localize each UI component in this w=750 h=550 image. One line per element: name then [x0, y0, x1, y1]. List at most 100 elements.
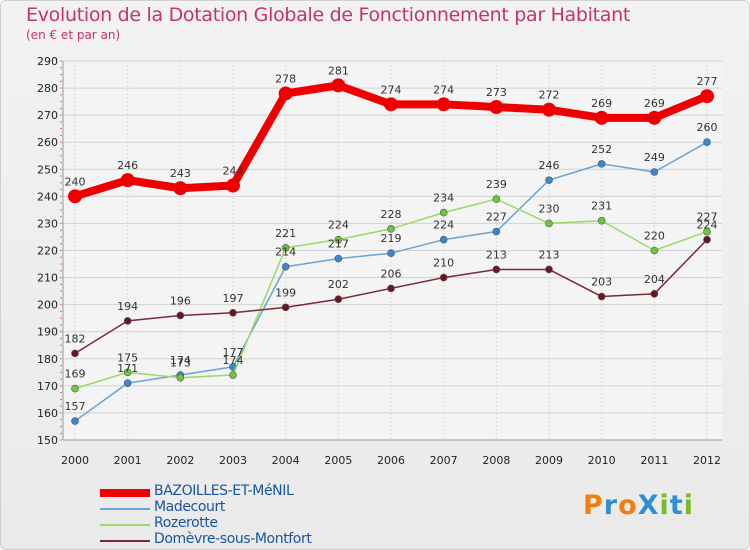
- y-tick-label: 220: [37, 245, 58, 258]
- x-tick-label: 2003: [219, 454, 247, 467]
- data-label: 224: [328, 219, 349, 232]
- data-point: [703, 235, 711, 244]
- data-point: [436, 97, 451, 112]
- data-point: [176, 311, 185, 320]
- logo-letter: P: [583, 490, 604, 521]
- y-tick-label: 230: [37, 217, 58, 230]
- data-point: [123, 379, 132, 387]
- x-tick-label: 2010: [588, 454, 616, 467]
- logo-letter: X: [637, 490, 660, 521]
- data-point: [650, 168, 659, 176]
- data-label: 243: [170, 167, 191, 180]
- y-tick-label: 150: [37, 434, 58, 447]
- proxiti-logo: ProXiti: [583, 490, 694, 521]
- data-label: 230: [539, 202, 560, 215]
- data-label: 224: [433, 219, 454, 232]
- legend-swatch: [100, 489, 150, 497]
- data-point: [703, 227, 711, 236]
- data-point: [492, 227, 501, 236]
- data-label: 249: [644, 151, 665, 164]
- data-point: [545, 176, 553, 184]
- logo-letter: i: [659, 490, 670, 521]
- data-label: 177: [223, 346, 244, 359]
- y-tick-label: 250: [37, 163, 58, 176]
- data-label: 213: [539, 248, 560, 261]
- legend-swatch: [100, 524, 150, 526]
- data-point: [489, 100, 504, 115]
- data-point: [281, 303, 290, 312]
- data-label: 227: [697, 211, 718, 224]
- data-point: [281, 243, 290, 252]
- data-point: [278, 86, 293, 101]
- data-point: [597, 292, 606, 301]
- data-label: 228: [381, 208, 402, 221]
- logo-letter: o: [618, 490, 638, 521]
- legend-label: Rozerotte: [154, 515, 218, 531]
- logo-letter: t: [669, 490, 684, 521]
- y-tick-label: 160: [37, 407, 58, 420]
- x-tick-label: 2004: [272, 454, 300, 467]
- data-label: 272: [539, 89, 560, 102]
- data-point: [650, 246, 659, 255]
- x-tick-label: 2000: [61, 454, 89, 467]
- x-tick-label: 2006: [377, 454, 405, 467]
- data-point: [492, 265, 501, 274]
- data-label: 277: [697, 75, 718, 88]
- x-tick-label: 2001: [114, 454, 142, 467]
- data-label: 252: [591, 143, 612, 156]
- legend-label: Madecourt: [154, 499, 225, 515]
- data-point: [439, 273, 448, 282]
- data-point: [334, 235, 343, 244]
- data-point: [71, 384, 79, 393]
- data-label: 246: [117, 159, 138, 172]
- data-point: [542, 102, 556, 117]
- data-label: 194: [117, 300, 138, 313]
- data-point: [594, 110, 609, 125]
- data-point: [700, 89, 714, 104]
- data-point: [384, 97, 398, 112]
- data-label: 219: [381, 232, 402, 245]
- data-label: 169: [65, 368, 86, 381]
- legend-label: BAZOILLES-ET-MéNIL: [154, 483, 294, 499]
- x-tick-label: 2009: [535, 454, 563, 467]
- data-point: [439, 235, 448, 244]
- data-point: [176, 373, 185, 382]
- y-tick-label: 280: [37, 82, 58, 95]
- data-label: 244: [223, 165, 244, 178]
- data-point: [229, 308, 237, 317]
- data-label: 274: [433, 83, 454, 96]
- legend-swatch: [100, 508, 150, 510]
- x-tick-label: 2002: [166, 454, 194, 467]
- data-point: [71, 417, 79, 425]
- x-tick-label: 2007: [430, 454, 458, 467]
- data-point: [647, 110, 662, 125]
- data-label: 174: [223, 354, 244, 367]
- data-point: [281, 262, 290, 271]
- data-label: 197: [223, 292, 244, 305]
- y-tick-label: 210: [37, 272, 58, 285]
- data-label: 269: [644, 97, 665, 110]
- data-point: [226, 178, 240, 193]
- y-tick-label: 240: [37, 190, 58, 203]
- data-point: [387, 249, 395, 258]
- data-label: 239: [486, 178, 507, 191]
- data-label: 203: [591, 276, 612, 289]
- data-label: 175: [117, 351, 138, 364]
- data-label: 174: [170, 354, 191, 367]
- data-point: [597, 160, 606, 168]
- data-label: 199: [275, 286, 296, 299]
- data-label: 171: [117, 362, 138, 375]
- x-tick-label: 2008: [482, 454, 510, 467]
- data-label: 217: [328, 238, 349, 251]
- legend-swatch: [100, 540, 150, 542]
- data-point: [123, 368, 132, 377]
- data-label: 269: [591, 97, 612, 110]
- y-tick-label: 290: [37, 55, 58, 68]
- data-label: 278: [275, 72, 296, 85]
- data-point: [173, 181, 188, 196]
- logo-letter: i: [683, 490, 694, 521]
- data-point: [650, 290, 659, 298]
- data-label: 240: [65, 175, 86, 188]
- data-label: 273: [486, 86, 507, 99]
